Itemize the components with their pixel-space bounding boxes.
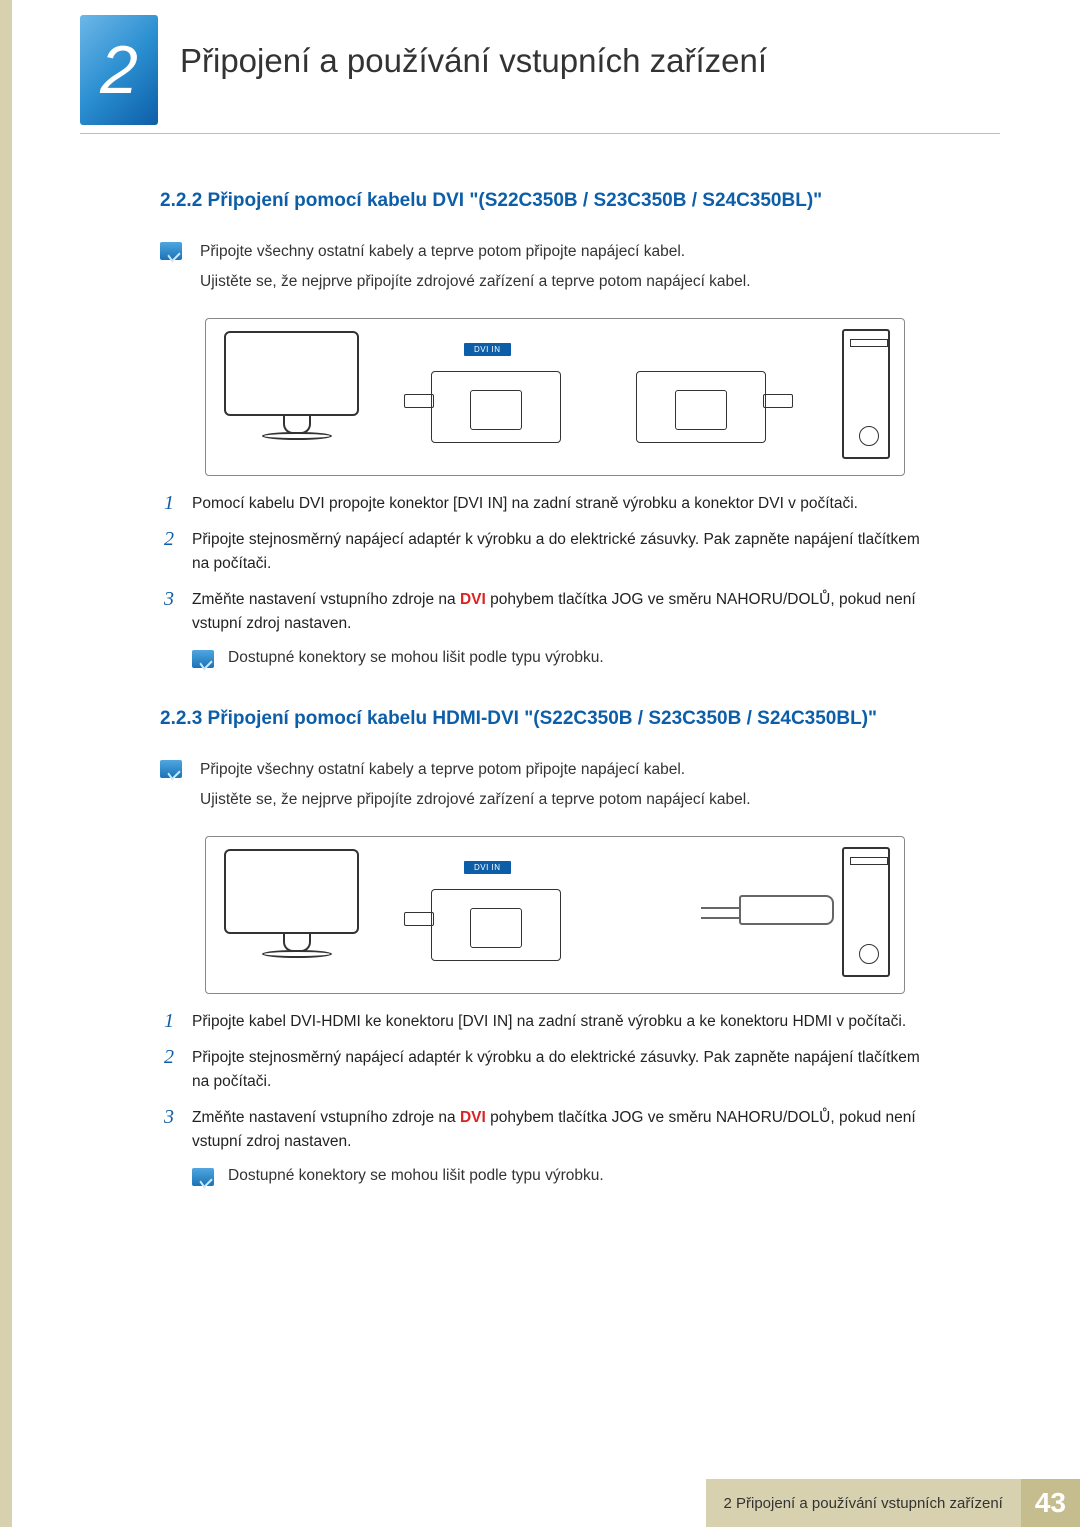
note-icon [192,650,214,668]
step-number: 2 [164,1046,192,1069]
step-number: 1 [164,492,192,515]
dvi-connector-icon [431,889,561,961]
header-divider [80,133,1000,134]
step-number: 3 [164,1106,192,1129]
pc-tower-icon [842,329,890,459]
note-icon [160,242,182,260]
footer-text: 2 Připojení a používání vstupních zaříze… [706,1479,1021,1527]
chapter-title: Připojení a používání vstupních zařízení [180,42,767,80]
step-text: Připojte stejnosměrný napájecí adaptér k… [192,528,940,576]
section-223-heading: 2.2.3 Připojení pomocí kabelu HDMI-DVI "… [160,708,940,730]
note-line: Připojte všechny ostatní kabely a teprve… [200,240,751,264]
port-label: DVI IN [464,861,511,874]
note-icon [192,1168,214,1186]
subnote-text: Dostupné konektory se mohou lišit podle … [228,1166,604,1185]
section-222-steps: 1 Pomocí kabelu DVI propojte konektor [D… [164,492,940,668]
hdmi-connector-icon [739,895,834,925]
note-line: Ujistěte se, že nejprve připojíte zdrojo… [200,788,751,812]
note-line: Ujistěte se, že nejprve připojíte zdrojo… [200,270,751,294]
page-footer: 2 Připojení a používání vstupních zaříze… [0,1479,1080,1527]
step-keyword: DVI [460,1109,486,1126]
section-222-note: Připojte všechny ostatní kabely a teprve… [160,240,940,300]
chapter-number: 2 [100,31,138,109]
step-item: 2 Připojte stejnosměrný napájecí adaptér… [164,528,940,576]
note-line: Připojte všechny ostatní kabely a teprve… [200,758,751,782]
step-item: 1 Pomocí kabelu DVI propojte konektor [D… [164,492,940,516]
step-number: 2 [164,528,192,551]
section-222-heading: 2.2.2 Připojení pomocí kabelu DVI "(S22C… [160,190,940,212]
monitor-icon [224,331,369,431]
step-item: 3 Změňte nastavení vstupního zdroje na D… [164,1106,940,1154]
step-pre: Změňte nastavení vstupního zdroje na [192,1109,460,1126]
note-icon [160,760,182,778]
dvi-connector-left-icon [431,371,561,443]
pc-tower-icon [842,847,890,977]
left-margin-strip [0,0,12,1527]
step-item: 2 Připojte stejnosměrný napájecí adaptér… [164,1046,940,1094]
footer-page-number: 43 [1021,1479,1080,1527]
dvi-connector-right-icon [636,371,766,443]
step-text: Připojte kabel DVI-HDMI ke konektoru [DV… [192,1010,906,1034]
step-item: 1 Připojte kabel DVI-HDMI ke konektoru [… [164,1010,940,1034]
monitor-icon [224,849,369,949]
step-number: 1 [164,1010,192,1033]
section-223-note: Připojte všechny ostatní kabely a teprve… [160,758,940,818]
subnote-text: Dostupné konektory se mohou lišit podle … [228,648,604,667]
step-item: 3 Změňte nastavení vstupního zdroje na D… [164,588,940,636]
section-222-subnote: Dostupné konektory se mohou lišit podle … [192,648,940,668]
step-text: Změňte nastavení vstupního zdroje na DVI… [192,1106,940,1154]
chapter-number-box: 2 [80,15,158,125]
section-223-diagram: DVI IN [205,836,905,994]
step-number: 3 [164,588,192,611]
section-223-steps: 1 Připojte kabel DVI-HDMI ke konektoru [… [164,1010,940,1186]
section-222-diagram: DVI IN [205,318,905,476]
section-223-subnote: Dostupné konektory se mohou lišit podle … [192,1166,940,1186]
step-pre: Změňte nastavení vstupního zdroje na [192,591,460,608]
step-text: Změňte nastavení vstupního zdroje na DVI… [192,588,940,636]
step-text: Připojte stejnosměrný napájecí adaptér k… [192,1046,940,1094]
step-keyword: DVI [460,591,486,608]
step-text: Pomocí kabelu DVI propojte konektor [DVI… [192,492,858,516]
port-label: DVI IN [464,343,511,356]
